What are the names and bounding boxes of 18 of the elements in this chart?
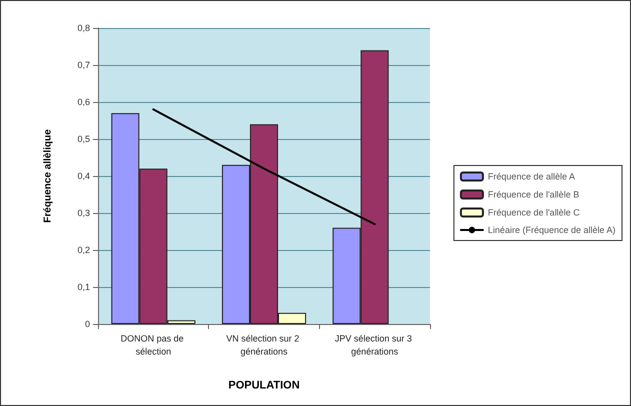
y-tick-label: 0,4	[77, 171, 90, 181]
y-axis-title: Fréquence allèlique	[42, 128, 54, 223]
legend-label: Linéaire (Fréquence de allèle A)	[488, 225, 616, 235]
x-tick-label: VN sélection sur 2 générations	[226, 334, 302, 356]
x-axis-title: POPULATION	[228, 380, 300, 392]
y-tick-label: 0,5	[77, 134, 90, 144]
y-tick-label: 0,7	[77, 60, 90, 70]
legend-label: Fréquence de l'allèle B	[488, 190, 580, 200]
y-tick-label: 0,8	[77, 23, 90, 33]
y-tick-label: 0,3	[77, 208, 90, 218]
y-tick-label: 0	[84, 319, 90, 329]
legend-label: Fréquence de l'allèle C	[488, 208, 580, 218]
y-tick-label: 0,6	[77, 97, 90, 107]
y-tick-label: 0,1	[77, 282, 90, 292]
legend-label: Fréquence de allèle A	[488, 172, 575, 182]
y-tick-label: 0,2	[77, 245, 90, 255]
x-tick-label: JPV sélection sur 3 générations	[334, 334, 414, 356]
x-tick-label: DONON pas de sélection	[120, 334, 186, 356]
